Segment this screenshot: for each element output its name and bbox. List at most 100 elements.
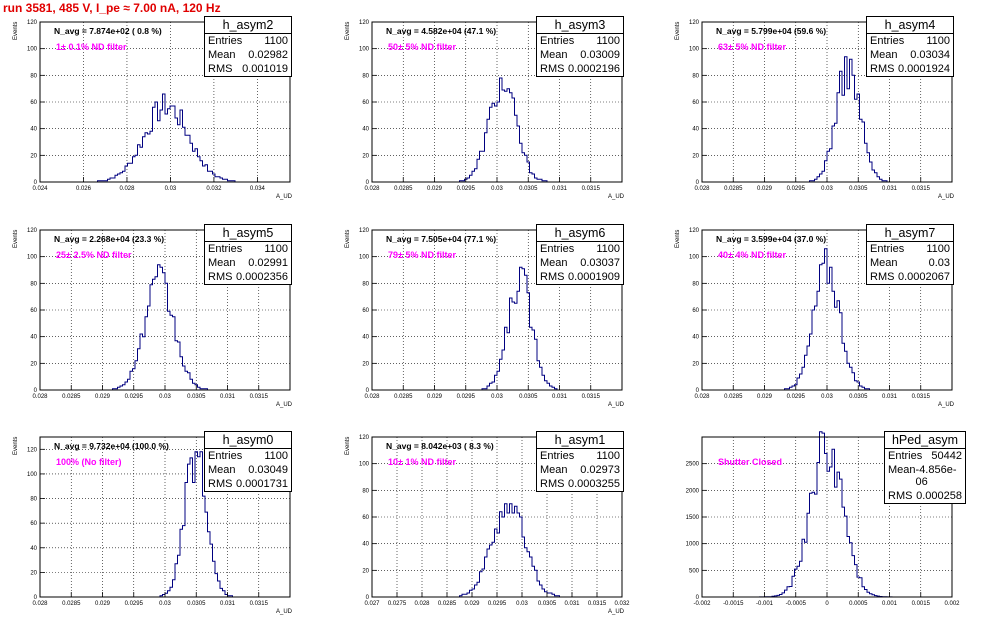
x-tick-label: 0.028 <box>364 394 380 400</box>
stats-key: Entries <box>208 35 243 47</box>
x-tick-label: 0.0285 <box>394 186 413 192</box>
stats-key: RMS <box>870 271 895 283</box>
stats-box: h_asym5 Entries 1100 Mean 0.02991 RMS 0.000235… <box>204 224 292 285</box>
stats-value: 0.000258 <box>916 490 962 502</box>
filter-label: 63± 5% ND filter <box>718 42 786 52</box>
x-tick-label: 0.0315 <box>588 601 607 607</box>
histogram-plot: 0.027 0.0275 0.028 0.0285 0.029 0.0295 0.03 0.0… <box>359 435 630 607</box>
x-tick-label: 0.032 <box>206 186 222 192</box>
y-tick-label: 100 <box>27 472 38 478</box>
y-tick-label: 60 <box>362 515 369 521</box>
y-tick-label: 0 <box>34 595 38 601</box>
y-tick-label: 0 <box>34 180 38 186</box>
y-tick-label: 60 <box>692 308 699 314</box>
y-tick-label: 20 <box>30 361 37 367</box>
stats-title: h_asym2 <box>205 17 291 34</box>
stats-value: 0.03034 <box>910 49 950 61</box>
stats-value: 1100 <box>926 243 950 255</box>
y-tick-label: 100 <box>27 255 38 261</box>
stats-key: RMS <box>870 63 895 75</box>
y-tick-label: 40 <box>692 127 699 133</box>
filter-label: 40± 4% ND filter <box>718 250 786 260</box>
x-tick-label: 0.0315 <box>582 394 601 400</box>
histogram-plot: 0.028 0.0285 0.029 0.0295 0.03 0.0305 0.031 0.0… <box>359 228 623 400</box>
y-tick-label: 120 <box>27 228 38 234</box>
stats-row-rms: RMS 0.0001731 <box>205 477 291 491</box>
stats-row-mean: Mean 0.03049 <box>205 463 291 477</box>
stats-row-mean: Mean 0.02982 <box>205 48 291 62</box>
y-tick-label: 20 <box>692 153 699 159</box>
histogram-pad-h_asym5: 0.028 0.0285 0.029 0.0295 0.03 0.0305 0.031 0.0… <box>13 224 292 408</box>
stats-key: Mean <box>540 49 568 61</box>
x-tick-label: 0.0285 <box>724 394 743 400</box>
stats-title: h_asym6 <box>537 225 623 242</box>
x-tick-label: 0.0295 <box>457 394 476 400</box>
run-title: run 3581, 485 V, I_pe ≈ 7.00 nA, 120 Hz <box>3 1 221 15</box>
histogram-pad-h_asym4: 0.028 0.0285 0.029 0.0295 0.03 0.0305 0.031 0.0… <box>675 16 954 200</box>
histogram-pad-h_asym3: 0.028 0.0285 0.029 0.0295 0.03 0.0305 0.031 0.0… <box>345 16 624 200</box>
y-tick-label: 80 <box>362 488 369 494</box>
y-tick-label: 80 <box>692 281 699 287</box>
y-axis-label: Events <box>345 436 351 455</box>
x-axis-label: A_UD <box>608 194 625 200</box>
stats-box: h_asym1 Entries 1100 Mean 0.02973 RMS 0.000325… <box>536 431 624 492</box>
x-tick-label: 0.028 <box>694 186 710 192</box>
x-tick-label: 0.0015 <box>912 601 931 607</box>
histogram-plot: 0.028 0.0285 0.029 0.0295 0.03 0.0305 0.031 0.0… <box>27 228 291 400</box>
x-tick-label: 0.03 <box>821 394 833 400</box>
y-tick-label: 0 <box>366 595 370 601</box>
y-tick-label: 100 <box>27 47 38 53</box>
y-axis-label: Events <box>675 21 681 40</box>
y-tick-label: 1000 <box>686 542 700 548</box>
y-tick-label: 40 <box>362 127 369 133</box>
y-tick-label: 120 <box>27 20 38 26</box>
stats-value: 0.02982 <box>248 49 288 61</box>
y-tick-label: 40 <box>30 546 37 552</box>
x-tick-label: 0.03 <box>159 394 171 400</box>
y-tick-label: 20 <box>362 153 369 159</box>
y-tick-label: 1500 <box>686 515 700 521</box>
stats-key: Entries <box>540 35 575 47</box>
y-tick-label: 60 <box>30 308 37 314</box>
y-tick-label: 0 <box>696 595 700 601</box>
y-tick-label: 20 <box>30 153 37 159</box>
y-axis-label: Events <box>345 229 351 248</box>
x-tick-label: 0.03 <box>165 186 177 192</box>
x-tick-label: 0.0315 <box>912 394 931 400</box>
x-tick-label: 0.031 <box>882 394 898 400</box>
stats-key: RMS <box>888 490 913 502</box>
x-tick-label: 0.028 <box>32 601 48 607</box>
histogram-pad-h_asym0: 0.028 0.0285 0.029 0.0295 0.03 0.0305 0.031 0.0… <box>13 431 292 615</box>
stats-value: 0.02991 <box>248 257 288 269</box>
stats-row-entries: Entries 1100 <box>537 34 623 48</box>
x-tick-label: 0.0285 <box>62 394 81 400</box>
stats-box: hPed_asym Entries 50442 Mean -4.856e-06 RMS 0.… <box>884 431 966 504</box>
stats-key: RMS <box>540 271 565 283</box>
histogram-plot: 0.024 0.026 0.028 0.03 0.032 0.034 0 20 40 60 80 10… <box>27 20 291 192</box>
stats-key: Entries <box>888 450 923 462</box>
y-tick-label: 20 <box>362 361 369 367</box>
stats-key: Entries <box>540 243 575 255</box>
stats-row-mean: Mean 0.03009 <box>537 48 623 62</box>
x-axis-label: A_UD <box>276 402 293 408</box>
x-tick-label: 0.028 <box>414 601 430 607</box>
stats-value: 0.0002356 <box>236 271 288 283</box>
stats-value: 1100 <box>596 35 620 47</box>
histogram-pad-h_asym2: 0.024 0.026 0.028 0.03 0.032 0.034 0 20 40 60 80 10… <box>13 16 292 200</box>
x-tick-label: 0.0295 <box>457 186 476 192</box>
stats-box: h_asym0 Entries 1100 Mean 0.03049 RMS 0.000173… <box>204 431 292 492</box>
filter-label: 79± 5% ND filter <box>388 250 456 260</box>
x-tick-label: 0.03 <box>516 601 528 607</box>
stats-row-entries: Entries 1100 <box>205 242 291 256</box>
x-axis-label: A_UD <box>608 402 625 408</box>
stats-key: Entries <box>208 450 243 462</box>
y-tick-label: 0 <box>34 388 38 394</box>
y-tick-label: 0 <box>696 388 700 394</box>
x-tick-label: 0.001 <box>882 601 898 607</box>
navg-label: N_avg = 7.874e+02 ( 0.8 %) <box>54 26 162 36</box>
x-tick-label: 0.028 <box>694 394 710 400</box>
stats-key: Mean <box>208 49 236 61</box>
stats-value: 0.0002067 <box>898 271 950 283</box>
y-tick-label: 80 <box>30 73 37 79</box>
x-tick-label: 0.0275 <box>388 601 407 607</box>
